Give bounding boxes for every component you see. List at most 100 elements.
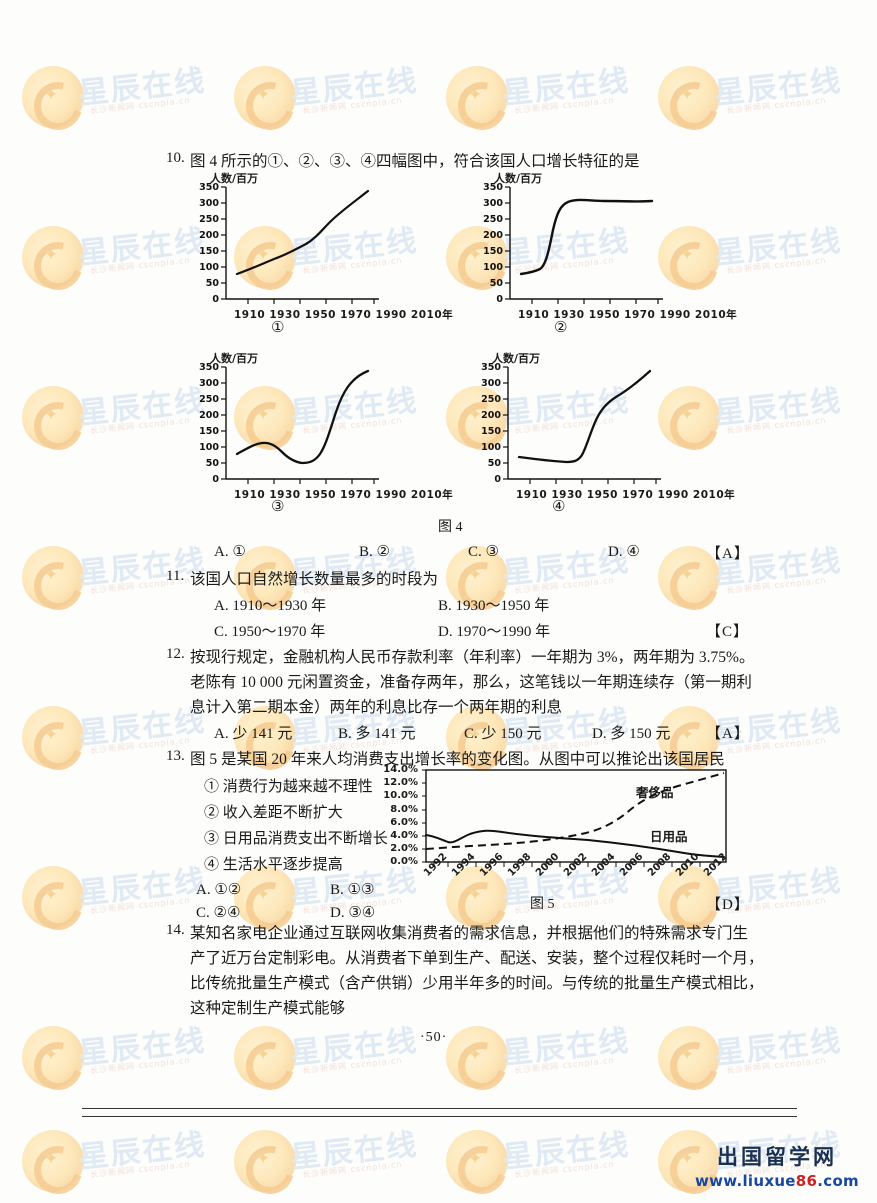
q11-option-b-text: 1930～1950 年 [455, 598, 550, 614]
chart-fig4-4-ylabel: 人数/百万 [492, 352, 541, 365]
question-14-line-3: 比传统批量生产模式（含产供销）少用半年多的时间。与传统的批量生产模式相比， [190, 975, 764, 992]
svg-text:100: 100 [199, 262, 219, 273]
chart-fig4-2-ylabel: 人数/百万 [494, 172, 543, 185]
q11-option-d-label: D. [438, 624, 453, 640]
chart-fig5-ytick-0: 0.0% [390, 856, 418, 867]
q11-answer: 【C】 [706, 624, 750, 640]
chart-fig4-1-label: ① [271, 318, 285, 336]
chart-fig4-2: 人数/百万 0 50 100 150 200 250 300 350 1910 1930 … [480, 170, 736, 321]
q13-answer: 【D】 [706, 897, 750, 913]
question-12-number: 12. [166, 646, 185, 662]
q11-option-c-label: C. [214, 624, 228, 640]
svg-text:350: 350 [199, 362, 219, 373]
svg-text:250: 250 [199, 394, 219, 405]
chart-fig5-series-label-luxury: 奢侈品 [636, 786, 674, 800]
svg-text:50: 50 [488, 458, 502, 469]
question-14-line-4: 这种定制生产模式能够 [190, 1000, 346, 1017]
svg-text:0: 0 [494, 474, 501, 485]
q13-option-c-label: C. [196, 905, 210, 921]
q13-option-d-text: ③④ [348, 903, 376, 921]
q10-answer: 【A】 [706, 546, 750, 562]
chart-fig4-1-xticks: 1910 1930 1950 1970 1990 2010年 [234, 309, 454, 321]
q11-option-a[interactable]: A. 1910～1930 年 [214, 594, 326, 615]
q11-option-b[interactable]: B. 1930～1950 年 [438, 594, 549, 615]
q10-option-b-text: ② [376, 542, 390, 560]
site-brand: 出国留学网 www.liuxue86.com [695, 1141, 859, 1190]
chart-fig5-ytick-2: 2.0% [390, 843, 418, 854]
svg-text:150: 150 [481, 426, 501, 437]
chart-fig5-ytick-6: 6.0% [390, 817, 418, 828]
site-url-suffix: .com [817, 1172, 859, 1190]
chart-fig5-ytick-14: 14.0% [383, 764, 418, 775]
q12-option-d-text: 多 150 元 [610, 726, 671, 742]
q11-option-c[interactable]: C. 1950～1970 年 [214, 620, 325, 641]
q12-option-c[interactable]: C. 少 150 元 [464, 722, 542, 743]
svg-text:300: 300 [483, 198, 503, 209]
figure-4-caption: 图 4 [438, 520, 463, 535]
chart-fig4-4: 人数/百万 0 50 100 150 200 250 300 350 1910 1930 … [478, 350, 734, 501]
svg-text:250: 250 [199, 214, 219, 225]
svg-text:50: 50 [206, 278, 220, 289]
chart-fig4-2-label: ② [554, 318, 568, 336]
chart-fig5-series-label-daily: 日用品 [650, 830, 688, 844]
q10-option-c[interactable]: C. ③ [468, 542, 499, 561]
chart-fig4-4-label: ④ [552, 497, 566, 515]
site-url-number: 86 [795, 1172, 818, 1190]
q13-option-a-text: ①② [214, 880, 242, 898]
svg-text:300: 300 [481, 378, 501, 389]
question-13-number: 13. [166, 748, 185, 764]
q13-option-b-label: B. [330, 882, 344, 898]
footer-rule-bottom [82, 1116, 797, 1117]
q13-option-c[interactable]: C. ②④ [196, 903, 240, 922]
q13-option-d[interactable]: D. ③④ [330, 903, 375, 922]
q11-option-d[interactable]: D. 1970～1990 年 [438, 620, 550, 641]
figure-5-caption: 图 5 [530, 897, 555, 912]
q12-option-d[interactable]: D. 多 150 元 [592, 722, 670, 743]
q11-option-d-text: 1970～1990 年 [456, 624, 551, 640]
svg-text:100: 100 [483, 262, 503, 273]
q12-option-a-text: 少 141 元 [232, 726, 293, 742]
q13-option-b[interactable]: B. ①③ [330, 880, 374, 899]
question-12-line-2: 老陈有 10 000 元闲置资金，准备存两年，那么，这笔钱以一年期连续存（第一期… [190, 674, 752, 691]
q10-option-a[interactable]: A. ① [214, 542, 246, 561]
chart-fig4-4-plot: 0 50 100 150 200 250 300 350 [481, 362, 661, 485]
chart-fig4-1-plot: 0 50 100 150 200 250 300 350 [199, 182, 379, 305]
chart-fig5: 14.0% 12.0% 10.0% 8.0% 6.0% 4.0% 2.0% 0.… [378, 764, 738, 896]
chart-fig5-ytick-8: 8.0% [390, 804, 418, 815]
q11-option-a-text: 1910～1930 年 [232, 598, 327, 614]
q11-option-c-text: 1950～1970 年 [231, 624, 326, 640]
footer-rule-top [82, 1108, 797, 1109]
q12-option-c-label: C. [464, 726, 478, 742]
chart-fig4-2-plot: 0 50 100 150 200 250 300 350 [483, 182, 663, 305]
q12-option-b-text: 多 141 元 [355, 726, 416, 742]
q10-option-b[interactable]: B. ② [359, 542, 390, 561]
svg-text:200: 200 [483, 230, 503, 241]
q13-option-a[interactable]: A. ①② [196, 880, 241, 899]
q13-option-c-text: ②④ [213, 903, 241, 921]
q12-option-a[interactable]: A. 少 141 元 [214, 722, 292, 743]
question-11-stem: 该国人口自然增长数量最多的时段为 [190, 571, 439, 588]
svg-text:0: 0 [496, 294, 503, 305]
chart-fig4-3-ylabel: 人数/百万 [210, 352, 259, 365]
q10-option-a-text: ① [232, 542, 246, 560]
q10-option-c-label: C. [468, 544, 482, 560]
svg-text:200: 200 [481, 410, 501, 421]
q12-option-b[interactable]: B. 多 141 元 [338, 722, 416, 743]
svg-text:300: 300 [199, 198, 219, 209]
site-url-prefix: www.liuxue [694, 1172, 796, 1190]
svg-text:50: 50 [490, 278, 504, 289]
q12-option-a-label: A. [214, 726, 229, 742]
svg-text:350: 350 [481, 362, 501, 373]
chart-fig5-ytick-12: 12.0% [383, 777, 418, 788]
question-11-number: 11. [166, 568, 185, 584]
page-number: ·50· [420, 1030, 448, 1045]
q10-option-d[interactable]: D. ④ [608, 542, 640, 561]
svg-text:150: 150 [199, 426, 219, 437]
chart-fig4-1-ylabel: 人数/百万 [210, 172, 259, 185]
q12-answer: 【A】 [706, 726, 750, 742]
q13-option-d-label: D. [330, 905, 345, 921]
site-brand-url: www.liuxue86.com [695, 1172, 859, 1190]
question-14-line-2: 产了近万台定制彩电。从消费者下单到生产、配送、安装，整个过程仅耗时一个月， [190, 950, 764, 967]
svg-text:200: 200 [199, 230, 219, 241]
